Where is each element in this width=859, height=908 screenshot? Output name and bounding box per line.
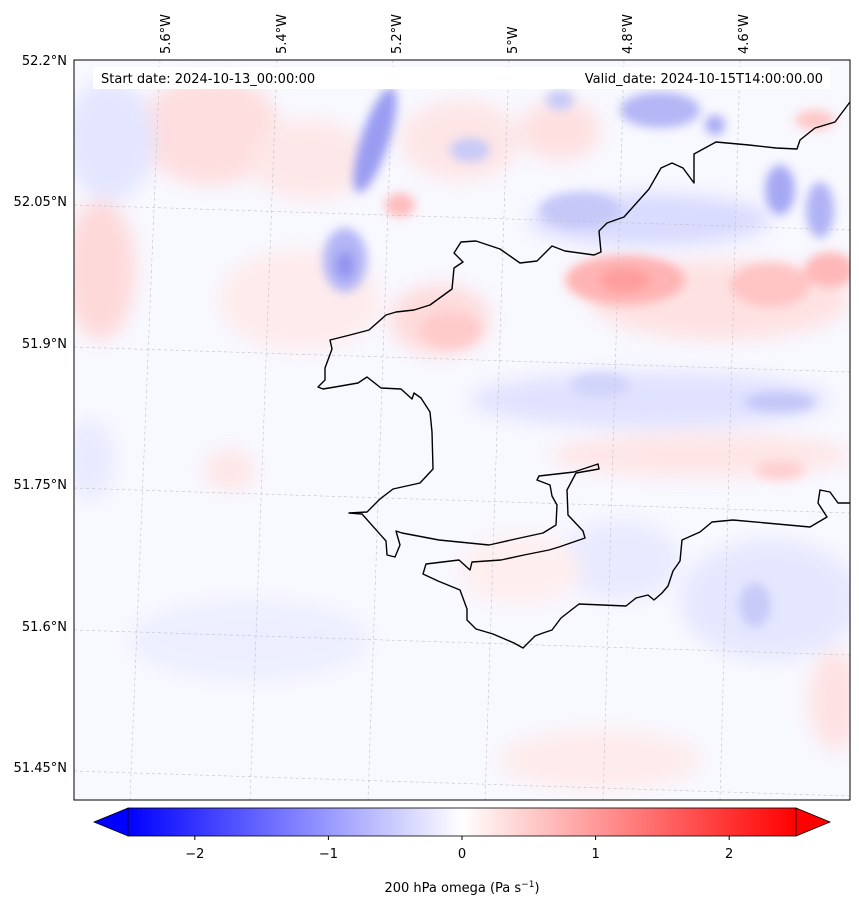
longitude-labels: 5.6°W 5.4°W 5.2°W 5°W 4.8°W 4.6°W bbox=[159, 14, 752, 54]
valid-date-label: Valid_date: 2024-10-15T14:00:00.00 bbox=[585, 72, 823, 87]
colorbar-high-extension bbox=[795, 807, 832, 837]
omega-field-detail bbox=[323, 87, 850, 627]
colorbar-tick-label: −1 bbox=[319, 847, 338, 862]
coastline bbox=[317, 101, 850, 649]
colorbar-tick-label: 2 bbox=[725, 847, 733, 862]
lon-label: 5.2°W bbox=[390, 14, 405, 54]
header-box bbox=[93, 67, 830, 89]
lat-label: 51.75°N bbox=[14, 478, 67, 493]
lat-label: 51.45°N bbox=[14, 761, 67, 776]
colorbar-tick-label: 0 bbox=[458, 847, 466, 862]
colorbar-gradient bbox=[127, 807, 797, 837]
lon-label: 5.4°W bbox=[275, 14, 290, 54]
lon-label: 5.6°W bbox=[159, 14, 174, 54]
latitude-labels: 52.2°N 52.05°N 51.9°N 51.75°N 51.6°N 51.… bbox=[14, 54, 67, 776]
colorbar-tick-label: 1 bbox=[591, 847, 599, 862]
lon-label: 4.6°W bbox=[737, 14, 752, 54]
colorbar-low-extension bbox=[92, 807, 129, 837]
lat-label: 52.05°N bbox=[14, 195, 67, 210]
lat-label: 51.6°N bbox=[22, 620, 67, 635]
lat-label: 51.9°N bbox=[22, 337, 67, 352]
map-plot-area: Start date: 2024-10-13_00:00:00 Valid_da… bbox=[74, 60, 850, 800]
start-date-label: Start date: 2024-10-13_00:00:00 bbox=[101, 72, 315, 87]
colorbar-label: 200 hPa omega (Pa s−1) bbox=[384, 880, 539, 896]
plot-frame bbox=[73, 59, 851, 801]
colorbar-ticks bbox=[194, 836, 730, 840]
lon-label: 5°W bbox=[506, 26, 521, 54]
lon-label: 4.8°W bbox=[621, 14, 636, 54]
lat-label: 52.2°N bbox=[22, 54, 67, 69]
colorbar-tick-label: −2 bbox=[185, 847, 204, 862]
colorbar: −2 −1 0 1 2 200 hPa omega (Pa s−1) bbox=[92, 807, 832, 896]
